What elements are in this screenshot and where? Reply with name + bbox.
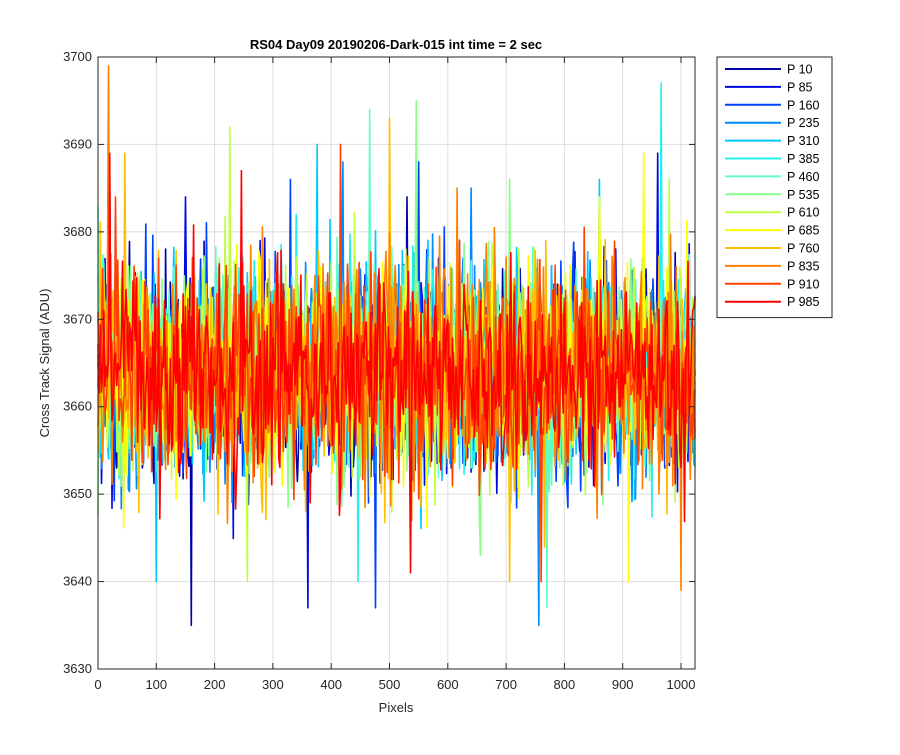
y-tick-label: 3670 xyxy=(63,311,92,326)
plot-area-frame xyxy=(97,56,696,670)
legend-label: P 310 xyxy=(787,134,819,148)
y-tick-label: 3660 xyxy=(63,399,92,414)
legend-label: P 160 xyxy=(787,98,819,112)
x-tick-label: 900 xyxy=(612,677,634,692)
x-tick-label: 800 xyxy=(554,677,576,692)
legend-label: P 535 xyxy=(787,188,819,202)
x-tick-label: 600 xyxy=(437,677,459,692)
legend-label: P 85 xyxy=(787,80,813,94)
legend-label: P 10 xyxy=(787,63,813,77)
legend-label: P 760 xyxy=(787,242,819,256)
legend-label: P 910 xyxy=(787,277,819,291)
legend: P 10 P 85 P 160 P 235 P 310 P 385 P 460 P 535 P … xyxy=(716,56,833,319)
y-tick-label: 3640 xyxy=(63,574,92,589)
legend-label: P 460 xyxy=(787,170,819,184)
x-tick-label: 200 xyxy=(204,677,226,692)
x-tick-label: 100 xyxy=(145,677,167,692)
y-tick-label: 3680 xyxy=(63,224,92,239)
legend-label: P 685 xyxy=(787,224,819,238)
legend-box xyxy=(716,56,833,319)
legend-label: P 235 xyxy=(787,116,819,130)
series-line-p985 xyxy=(97,152,696,574)
y-tick-label: 3630 xyxy=(63,661,92,676)
legend-label: P 610 xyxy=(787,206,819,220)
x-tick-label: 400 xyxy=(320,677,342,692)
chart-title: RS04 Day09 20190206-Dark-015 int time = … xyxy=(250,37,542,52)
y-tick-label: 3690 xyxy=(63,136,92,151)
x-tick-label: 700 xyxy=(495,677,517,692)
y-tick-label: 3700 xyxy=(63,49,92,64)
legend-label: P 835 xyxy=(787,259,819,273)
x-tick-label: 1000 xyxy=(667,677,696,692)
y-tick-label: 3650 xyxy=(63,486,92,501)
x-tick-label: 500 xyxy=(379,677,401,692)
x-axis-label: Pixels xyxy=(379,700,414,715)
legend-label: P 385 xyxy=(787,152,819,166)
x-tick-label: 300 xyxy=(262,677,284,692)
y-axis-label: Cross Track Signal (ADU) xyxy=(37,289,52,438)
legend-label: P 985 xyxy=(787,295,819,309)
x-tick-label: 0 xyxy=(94,677,101,692)
